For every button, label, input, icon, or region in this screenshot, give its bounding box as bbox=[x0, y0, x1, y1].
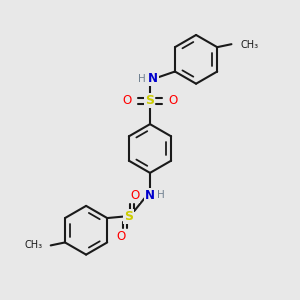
Text: N: N bbox=[145, 189, 155, 202]
Text: CH₃: CH₃ bbox=[240, 40, 259, 50]
Text: O: O bbox=[169, 94, 178, 107]
Text: O: O bbox=[116, 230, 125, 243]
Text: H: H bbox=[138, 74, 146, 84]
Text: H: H bbox=[158, 190, 165, 200]
Text: N: N bbox=[148, 72, 158, 85]
Text: CH₃: CH₃ bbox=[25, 240, 43, 250]
Text: S: S bbox=[146, 94, 154, 107]
Text: O: O bbox=[130, 189, 139, 202]
Text: O: O bbox=[122, 94, 131, 107]
Text: S: S bbox=[124, 210, 133, 223]
